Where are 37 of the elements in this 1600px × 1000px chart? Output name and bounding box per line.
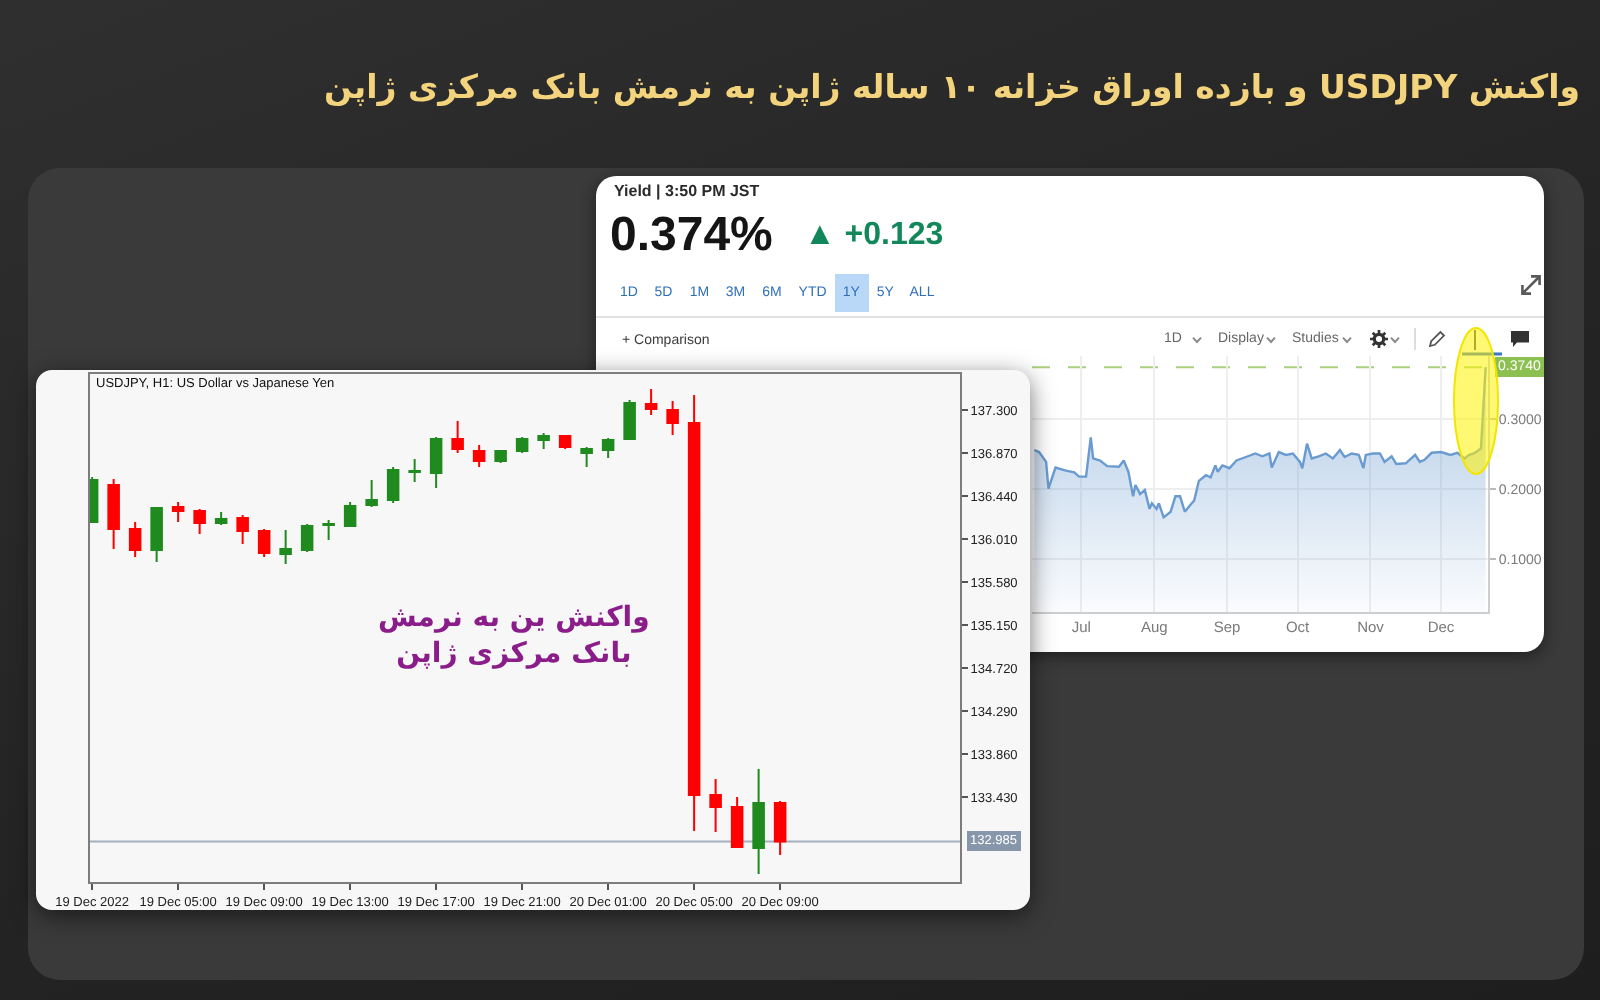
candlestick bbox=[601, 437, 615, 459]
candlestick bbox=[623, 399, 636, 441]
candlestick bbox=[236, 514, 249, 545]
candlestick bbox=[365, 479, 378, 508]
candlestick bbox=[429, 436, 443, 489]
text: 0.374% bbox=[610, 207, 773, 261]
candlestick bbox=[558, 434, 572, 450]
candlestick bbox=[709, 778, 722, 833]
candlestick bbox=[515, 436, 529, 454]
candlestick bbox=[666, 400, 679, 436]
candlestick bbox=[386, 466, 400, 504]
candlestick bbox=[687, 394, 701, 832]
candlestick bbox=[107, 478, 120, 550]
candlestick bbox=[494, 449, 507, 464]
candlestick bbox=[300, 523, 314, 553]
candlestick bbox=[580, 446, 593, 468]
candlestick bbox=[214, 511, 228, 526]
candlestick bbox=[257, 528, 271, 558]
candlestick bbox=[193, 508, 206, 535]
candlestick bbox=[752, 768, 765, 875]
candlestick bbox=[279, 529, 292, 565]
candlestick bbox=[171, 501, 185, 523]
candlestick bbox=[644, 388, 658, 416]
text: واکنش USDJPY و بازده اوراق خزانه ۱۰ ساله ژاپن به نرمش بانک مرکزی ژاپن bbox=[324, 66, 1580, 110]
candlestick bbox=[343, 501, 357, 528]
candlestick bbox=[451, 420, 464, 454]
text: ▲ +0.123 bbox=[804, 217, 944, 253]
candlestick bbox=[322, 519, 335, 541]
candlestick bbox=[472, 444, 486, 468]
candlestick bbox=[408, 458, 421, 483]
candlestick bbox=[128, 521, 142, 558]
candlestick bbox=[730, 796, 744, 849]
candlestick bbox=[773, 800, 787, 856]
annotation: واکنش ین به نرمش بانک مرکزی ژاپن bbox=[378, 602, 650, 671]
candlestick bbox=[537, 432, 550, 450]
text: Yield | 3:50 PM JST bbox=[614, 181, 760, 201]
candlestick bbox=[150, 506, 163, 563]
